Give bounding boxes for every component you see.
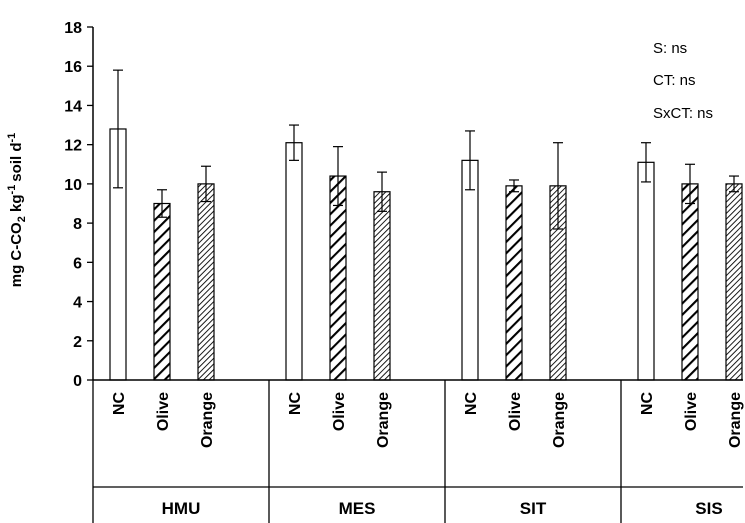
group-label: SIS xyxy=(695,499,722,518)
y-tick-label: 10 xyxy=(64,177,82,194)
annotation-ct: CT: ns xyxy=(653,72,696,89)
y-axis: 0 2 4 6 8 10 12 14 16 18 xyxy=(64,20,94,390)
y-tick-label: 14 xyxy=(64,98,82,115)
annotation-sxct: SxCT: ns xyxy=(653,105,713,122)
x-axis: NC Olive Orange HMU NC Olive Orange MES NC Olive O… xyxy=(92,379,744,523)
bar-orange-mes xyxy=(373,191,391,381)
bar-olive-sit xyxy=(505,185,523,381)
category-label: Olive xyxy=(683,392,700,431)
category-label: NC xyxy=(287,392,304,416)
category-label: Orange xyxy=(551,392,568,448)
category-label: Orange xyxy=(199,392,216,448)
category-label: Orange xyxy=(375,392,392,448)
bar-olive-hmu xyxy=(153,202,171,381)
group-label: HMU xyxy=(162,499,201,518)
bar-nc-sit xyxy=(461,159,479,381)
bar-nc-sis xyxy=(637,161,655,381)
bar-olive-sis xyxy=(681,183,699,381)
category-label: NC xyxy=(111,392,128,416)
y-tick-label: 12 xyxy=(64,138,82,155)
category-label: Olive xyxy=(507,392,524,431)
y-axis-title: mg C-CO2 kg-1soil d-1 xyxy=(6,133,28,288)
group-label: SIT xyxy=(520,499,547,518)
y-tick-label: 4 xyxy=(73,295,82,312)
category-label: NC xyxy=(639,392,656,416)
y-tick-label: 8 xyxy=(73,216,82,233)
category-label: NC xyxy=(463,392,480,416)
category-label: Olive xyxy=(155,392,172,431)
bar-nc-mes xyxy=(285,142,303,381)
bar-orange-sis xyxy=(725,183,743,381)
annotation-s: S: ns xyxy=(653,40,687,57)
bar-olive-mes xyxy=(329,175,347,381)
bar-orange-hmu xyxy=(197,183,215,381)
y-tick-label: 18 xyxy=(64,20,82,37)
category-label: Orange xyxy=(727,392,744,448)
y-tick-label: 16 xyxy=(64,59,82,76)
group-label: MES xyxy=(339,499,376,518)
bars xyxy=(109,69,743,381)
y-tick-label: 2 xyxy=(73,334,82,351)
category-label: Olive xyxy=(331,392,348,431)
y-tick-label: 6 xyxy=(73,255,82,272)
y-tick-label: 0 xyxy=(73,373,82,390)
